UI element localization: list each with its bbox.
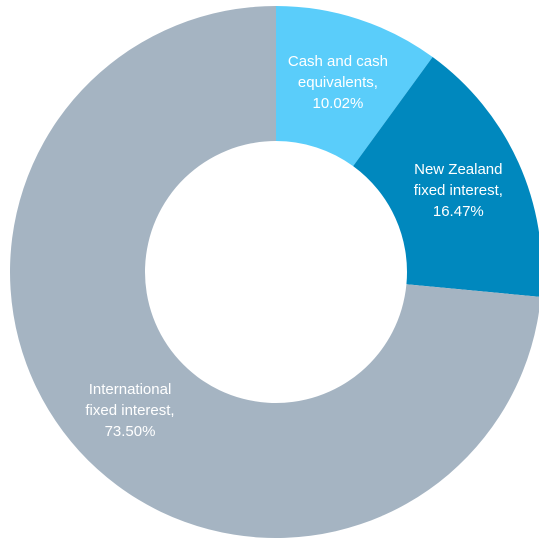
slice-label-line: fixed interest, <box>85 402 174 419</box>
labels-group: Cash and cash equivalents, 10.02% New Zeala… <box>85 53 503 440</box>
slice-label: Cash and cash equivalents, 10.02% <box>288 53 388 112</box>
slice-new-zealand-fixed-interest <box>353 57 539 297</box>
slice-label-line: equivalents, <box>298 74 378 91</box>
slice-label: New Zealand fixed interest, 16.47% <box>414 161 503 220</box>
slice-cash-and-cash-equivalents <box>276 6 433 167</box>
slice-label-line: International <box>89 381 172 398</box>
slice-label-line: 16.47% <box>433 203 484 220</box>
slice-label-line: New Zealand <box>414 161 502 178</box>
slices-group <box>10 6 539 538</box>
slice-label-line: fixed interest, <box>414 182 503 199</box>
slice-label-line: 10.02% <box>312 95 363 112</box>
slice-international-fixed-interest <box>10 6 539 538</box>
slice-label-line: 73.50% <box>105 423 156 440</box>
slice-label-line: Cash and cash <box>288 53 388 70</box>
slice-label: International fixed interest, 73.50% <box>85 381 174 440</box>
